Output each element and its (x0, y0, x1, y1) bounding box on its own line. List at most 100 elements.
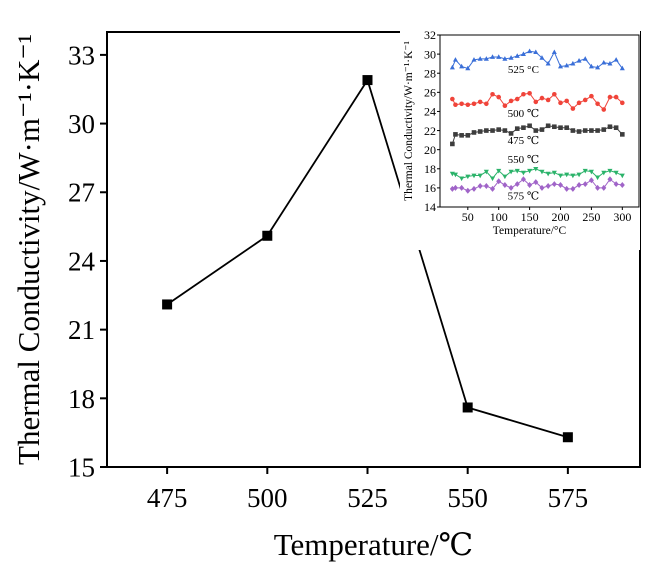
y-tick-label: 22 (424, 124, 436, 138)
data-point (601, 107, 607, 112)
data-point (589, 93, 594, 99)
data-point (527, 48, 533, 54)
data-point (496, 178, 502, 185)
data-point (459, 133, 464, 138)
series-annotation: 525 °C (508, 64, 539, 76)
x-tick-label: 150 (521, 210, 539, 224)
data-point (490, 176, 496, 182)
data-point (613, 170, 619, 176)
data-point (362, 75, 373, 86)
data-point (520, 170, 526, 176)
data-point (490, 54, 496, 59)
data-point (558, 125, 563, 130)
data-point (564, 62, 570, 68)
data-point (570, 106, 576, 111)
data-point (551, 170, 557, 176)
data-point (607, 168, 613, 174)
data-point (613, 94, 619, 100)
data-point (545, 97, 551, 103)
data-point (527, 168, 533, 174)
x-axis-label: Temperature/℃ (274, 527, 473, 562)
data-point (552, 124, 557, 130)
data-point (595, 184, 601, 191)
data-point (533, 49, 539, 55)
y-tick-label: 15 (68, 452, 95, 482)
x-tick-label: 300 (613, 210, 631, 224)
data-point (607, 60, 613, 66)
data-point (557, 63, 564, 69)
data-point (452, 57, 458, 62)
data-point (607, 94, 613, 100)
data-point (453, 102, 458, 108)
inset-plot: 50 100 150 200 250 300 14 16 18 20 22 24 26 28 30 32 Tem… (400, 28, 640, 250)
y-tick-label: 33 (68, 40, 95, 70)
data-point (508, 98, 514, 104)
data-point (551, 49, 557, 55)
y-tick-label: 18 (424, 162, 436, 176)
data-point (595, 128, 600, 133)
x-axis-label: Temperature/°C (493, 225, 567, 237)
data-point (262, 230, 273, 241)
x-tick-label: 525 (347, 483, 388, 513)
data-point (533, 179, 539, 186)
data-point (453, 132, 458, 137)
data-point (613, 125, 619, 130)
data-point (620, 132, 625, 137)
data-point (502, 56, 508, 61)
data-point (564, 172, 570, 178)
data-point (502, 128, 508, 133)
data-point (520, 176, 526, 183)
data-point (490, 91, 495, 97)
data-point (471, 57, 477, 62)
data-point (459, 63, 465, 69)
data-point (508, 169, 514, 175)
data-point (533, 128, 539, 133)
data-point (582, 56, 588, 61)
x-tick-label: 500 (247, 483, 288, 513)
data-point (514, 53, 520, 58)
data-point (570, 185, 576, 192)
data-point (527, 182, 533, 189)
x-tick-label: 575 (548, 483, 589, 513)
data-point (589, 128, 594, 133)
data-point (533, 99, 539, 105)
data-point (557, 173, 564, 179)
data-point (582, 128, 588, 133)
data-point (477, 173, 483, 179)
data-point (588, 177, 594, 184)
x-tick-label: 200 (552, 210, 570, 224)
data-point (576, 58, 582, 63)
data-point (601, 184, 607, 191)
data-point (576, 172, 582, 178)
data-point (570, 173, 576, 179)
data-point (619, 65, 625, 71)
data-point (452, 184, 458, 191)
data-point (527, 90, 532, 96)
data-point (576, 182, 582, 189)
data-point (459, 184, 465, 191)
data-point (588, 63, 594, 69)
y-tick-label: 27 (68, 178, 95, 208)
data-point (607, 124, 613, 130)
data-point (471, 101, 477, 107)
data-point (545, 60, 551, 66)
data-point (545, 182, 551, 189)
data-point (595, 101, 600, 107)
data-point (465, 133, 471, 138)
data-point (601, 127, 607, 132)
data-point (477, 56, 483, 61)
data-point (539, 95, 545, 101)
y-tick-label: 28 (424, 66, 436, 80)
data-point (595, 175, 601, 181)
y-axis-label: Thermal Conductivity/W·m⁻¹·K⁻¹ (403, 41, 415, 201)
data-point (490, 128, 495, 133)
data-point (483, 56, 489, 61)
data-point (619, 182, 625, 189)
data-point (601, 170, 607, 176)
data-point (514, 181, 520, 188)
data-point (465, 187, 471, 194)
x-tick-label: 50 (462, 210, 474, 224)
data-point (533, 166, 539, 172)
data-point (514, 168, 520, 174)
x-tick-label: 475 (147, 483, 188, 513)
